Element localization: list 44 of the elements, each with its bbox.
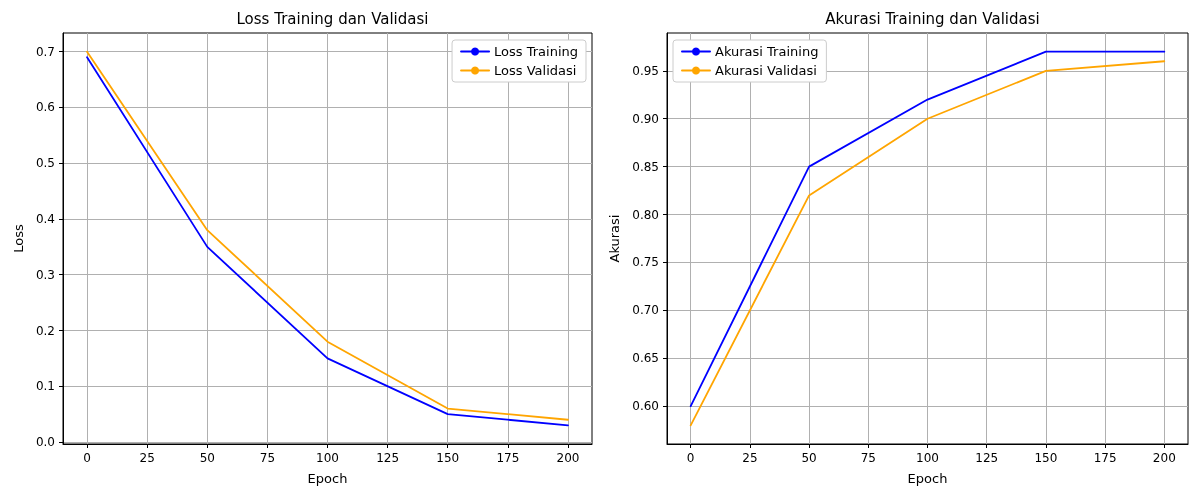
y-tick-label: 0.0 [35, 435, 55, 450]
x-tick-label: 125 [975, 451, 999, 465]
y-tick-label: 0.75 [632, 255, 659, 270]
y-tick-label: 0.7 [35, 44, 55, 59]
y-tick-label: 0.85 [632, 159, 659, 174]
x-tick-label: 175 [1093, 451, 1117, 465]
y-tick-label: 0.5 [35, 156, 55, 171]
y-tick-label: 0.2 [35, 323, 55, 338]
y-tick-label: 0.4 [35, 211, 55, 226]
x-tick-label: 0 [83, 451, 91, 465]
legend-label: Loss Validasi [494, 63, 577, 78]
chart-title: Loss Training dan Validasi [236, 9, 429, 28]
x-tick-label: 200 [556, 451, 580, 465]
x-tick-label: 75 [860, 451, 876, 465]
x-axis-title: Epoch [907, 471, 948, 486]
x-tick-label: 25 [742, 451, 758, 465]
y-tick-label: 0.70 [632, 303, 659, 318]
x-tick-label: 175 [496, 451, 520, 465]
x-tick-label: 50 [199, 451, 215, 465]
x-tick-label: 150 [1034, 451, 1058, 465]
y-axis-title: Loss [11, 224, 26, 253]
y-tick-label: 0.80 [632, 207, 659, 222]
legend-label: Akurasi Validasi [715, 63, 817, 78]
x-tick-label: 75 [259, 451, 276, 465]
x-tick-label: 125 [376, 451, 400, 465]
x-axis-title: Epoch [307, 471, 348, 486]
x-tick-label: 0 [686, 451, 695, 465]
legend-label: Akurasi Training [715, 44, 819, 59]
y-tick-label: 0.3 [35, 267, 55, 282]
x-tick-label: 100 [916, 451, 939, 465]
x-tick-label: 25 [139, 451, 155, 465]
y-tick-label: 0.1 [35, 379, 55, 394]
y-tick-label: 0.6 [35, 100, 55, 115]
x-tick-label: 150 [436, 451, 460, 465]
legend-label: Loss Training [494, 44, 579, 59]
y-tick-label: 0.95 [632, 63, 659, 78]
x-tick-label: 100 [316, 451, 339, 465]
y-axis-title: Akurasi [607, 214, 622, 263]
x-tick-label: 200 [1152, 451, 1176, 465]
y-tick-label: 0.60 [632, 399, 659, 414]
x-tick-label: 50 [801, 451, 817, 465]
y-tick-label: 0.65 [632, 351, 659, 366]
chart-title: Akurasi Training dan Validasi [825, 9, 1040, 28]
y-tick-label: 0.90 [632, 111, 659, 126]
